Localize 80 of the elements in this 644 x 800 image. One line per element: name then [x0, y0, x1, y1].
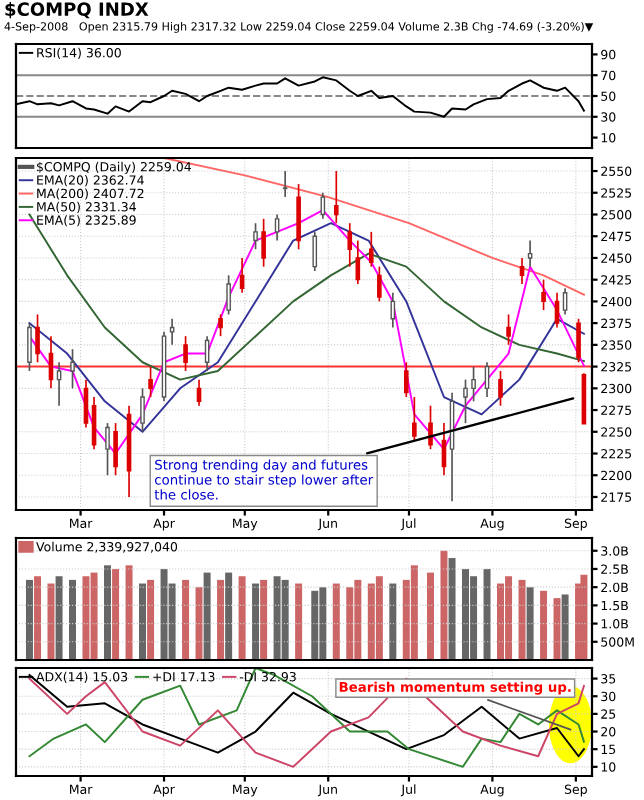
candlestick: [471, 365, 476, 403]
candlestick: [312, 231, 318, 272]
candlestick: [183, 335, 188, 372]
candlestick: [377, 265, 382, 303]
candlestick: [576, 317, 581, 364]
bar: [34, 576, 42, 660]
bar: [410, 565, 418, 660]
bar: [90, 572, 98, 660]
bar: [319, 587, 327, 660]
bar: [225, 572, 233, 660]
candlestick: [506, 313, 511, 346]
candlestick: [105, 422, 110, 477]
candlestick: [261, 218, 266, 268]
bar: [470, 576, 478, 660]
bar: [332, 583, 340, 660]
candlestick: [347, 222, 353, 268]
candlestick: [527, 239, 533, 268]
bar: [526, 587, 534, 660]
bar: [203, 572, 211, 660]
bar: [346, 587, 354, 660]
bar: [217, 579, 225, 660]
candlestick: [412, 396, 417, 442]
line-series: [28, 213, 585, 381]
bar: [375, 576, 383, 660]
bar: [427, 572, 434, 660]
bar: [281, 579, 289, 660]
bar: [273, 576, 281, 660]
bar: [252, 583, 260, 660]
bar: [496, 583, 504, 660]
bar: [540, 590, 548, 660]
candlestick: [226, 274, 231, 316]
bar: [462, 568, 469, 660]
bar: [69, 579, 77, 660]
bar: [47, 583, 55, 660]
bar: [518, 579, 526, 660]
candlestick: [403, 361, 409, 398]
bar: [82, 576, 90, 660]
candlestick: [274, 213, 280, 242]
bar: [112, 568, 120, 660]
candlestick: [282, 170, 288, 198]
bar: [580, 574, 588, 660]
bar: [448, 558, 456, 660]
bar: [147, 579, 155, 660]
bar: [553, 598, 561, 660]
bar: [295, 583, 303, 660]
candlestick: [70, 348, 75, 390]
candlestick: [253, 222, 258, 251]
candlestick: [218, 313, 223, 338]
bar: [354, 579, 362, 660]
candlestick: [368, 231, 374, 268]
candlestick: [333, 170, 339, 225]
candlestick: [148, 365, 153, 398]
bar: [260, 579, 268, 660]
bar: [25, 579, 33, 660]
candlestick: [463, 378, 468, 424]
candlestick: [428, 404, 433, 450]
bar: [182, 579, 190, 660]
candlestick: [140, 387, 145, 433]
bar: [55, 576, 63, 660]
candlestick: [169, 317, 175, 346]
bar: [195, 587, 203, 660]
bar: [238, 576, 246, 660]
candlestick: [113, 422, 118, 477]
bar: [311, 590, 319, 660]
bar: [125, 565, 133, 660]
bar: [483, 568, 491, 660]
bar: [139, 583, 146, 660]
candlestick: [296, 183, 301, 251]
candlestick: [498, 370, 503, 407]
candlestick: [27, 322, 32, 372]
bar: [440, 550, 448, 660]
bar: [160, 568, 168, 660]
candlestick: [35, 313, 40, 364]
bar: [104, 565, 112, 660]
bar: [561, 594, 569, 660]
chart-title: $COMPQ INDX: [5, 2, 149, 19]
bar: [505, 576, 513, 660]
candlestick: [541, 278, 546, 311]
bar: [367, 583, 375, 660]
bar: [389, 583, 397, 660]
